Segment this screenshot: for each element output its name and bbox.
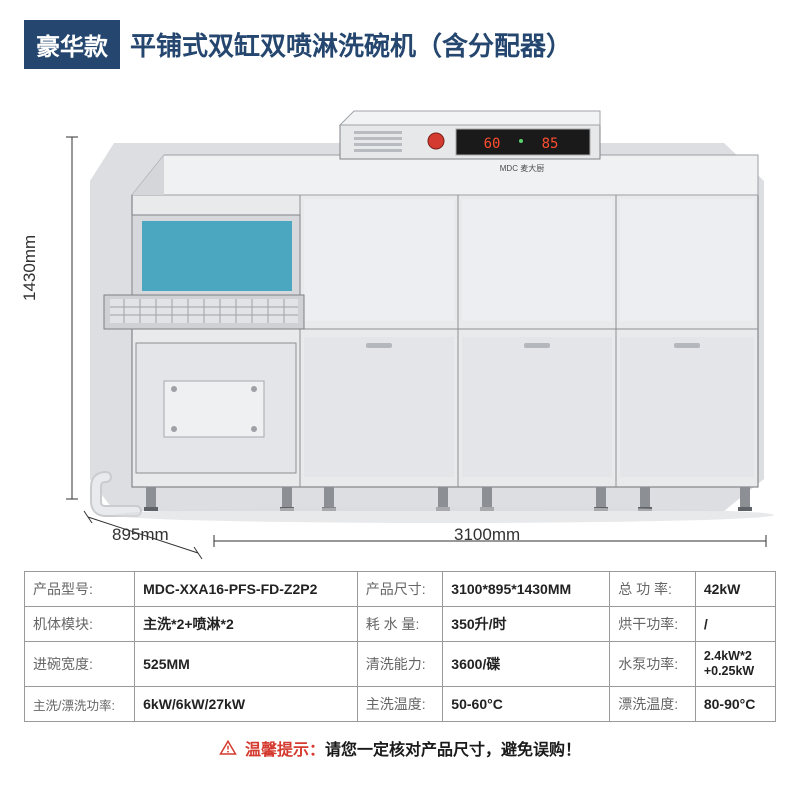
spec-label: 烘干功率: (610, 607, 696, 642)
spec-label: 产品尺寸: (357, 572, 443, 607)
table-row: 进碗宽度: 525MM 清洗能力: 3600/碟 水泵功率: 2.4kW*2 +… (25, 642, 776, 687)
spec-value: 3600/碟 (443, 642, 610, 687)
spec-label: 耗 水 量: (357, 607, 443, 642)
warning-text: 请您一定核对产品尺寸，避免误购！ (325, 742, 581, 759)
spec-value: 42kW (695, 572, 775, 607)
variant-badge: 豪华款 (24, 20, 120, 69)
dim-depth: 895mm (112, 525, 169, 545)
spec-value: 50-60°C (443, 687, 610, 722)
spec-label: 机体模块: (25, 607, 135, 642)
spec-label: 产品型号: (25, 572, 135, 607)
spec-label: 主洗温度: (357, 687, 443, 722)
spec-label: 水泵功率: (610, 642, 696, 687)
dim-height: 1430mm (20, 235, 40, 301)
spec-value: / (695, 607, 775, 642)
table-row: 主洗/漂洗功率: 6kW/6kW/27kW 主洗温度: 50-60°C 漂洗温度… (25, 687, 776, 722)
spec-label: 总 功 率: (610, 572, 696, 607)
brand-label: MDC 麦大厨 (500, 163, 544, 173)
header: 豪华款 平铺式双缸双喷淋洗碗机（含分配器） (0, 0, 800, 81)
spec-value: MDC-XXA16-PFS-FD-Z2P2 (135, 572, 358, 607)
table-row: 机体模块: 主洗*2+喷淋*2 耗 水 量: 350升/时 烘干功率: / (25, 607, 776, 642)
spec-label: 主洗/漂洗功率: (25, 687, 135, 722)
warning-icon (219, 739, 237, 757)
spec-table: 产品型号: MDC-XXA16-PFS-FD-Z2P2 产品尺寸: 3100*8… (24, 571, 776, 722)
spec-value: 6kW/6kW/27kW (135, 687, 358, 722)
spec-label: 进碗宽度: (25, 642, 135, 687)
spec-value: 80-90°C (695, 687, 775, 722)
spec-label: 清洗能力: (357, 642, 443, 687)
spec-value: 525MM (135, 642, 358, 687)
table-row: 产品型号: MDC-XXA16-PFS-FD-Z2P2 产品尺寸: 3100*8… (25, 572, 776, 607)
display-digits-left: 60 (484, 136, 501, 152)
machine-illustration: 60 85 MDC 麦大厨 (24, 81, 776, 561)
spec-value: 主洗*2+喷淋*2 (135, 607, 358, 642)
spec-value: 350升/时 (443, 607, 610, 642)
product-title: 平铺式双缸双喷淋洗碗机（含分配器） (120, 20, 572, 69)
dim-width: 3100mm (454, 525, 520, 545)
spec-value: 3100*895*1430MM (443, 572, 610, 607)
warning-note: 温馨提示：请您一定核对产品尺寸，避免误购！ (24, 736, 776, 760)
warning-label: 温馨提示： (245, 742, 325, 759)
spec-label: 漂洗温度: (610, 687, 696, 722)
product-figure: 60 85 MDC 麦大厨 (24, 81, 776, 561)
display-digits-right: 85 (542, 136, 559, 152)
spec-value: 2.4kW*2 +0.25kW (695, 642, 775, 687)
